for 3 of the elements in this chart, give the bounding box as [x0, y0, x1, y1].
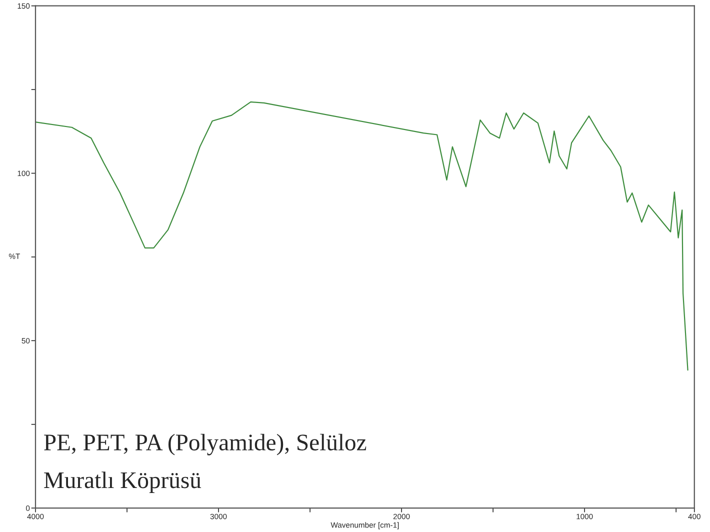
annotation: Muratlı Köprüsü: [44, 472, 202, 493]
annotation: PE, PET, PA (Polyamide), Selüloz: [44, 434, 366, 456]
line-series: [36, 101, 688, 371]
